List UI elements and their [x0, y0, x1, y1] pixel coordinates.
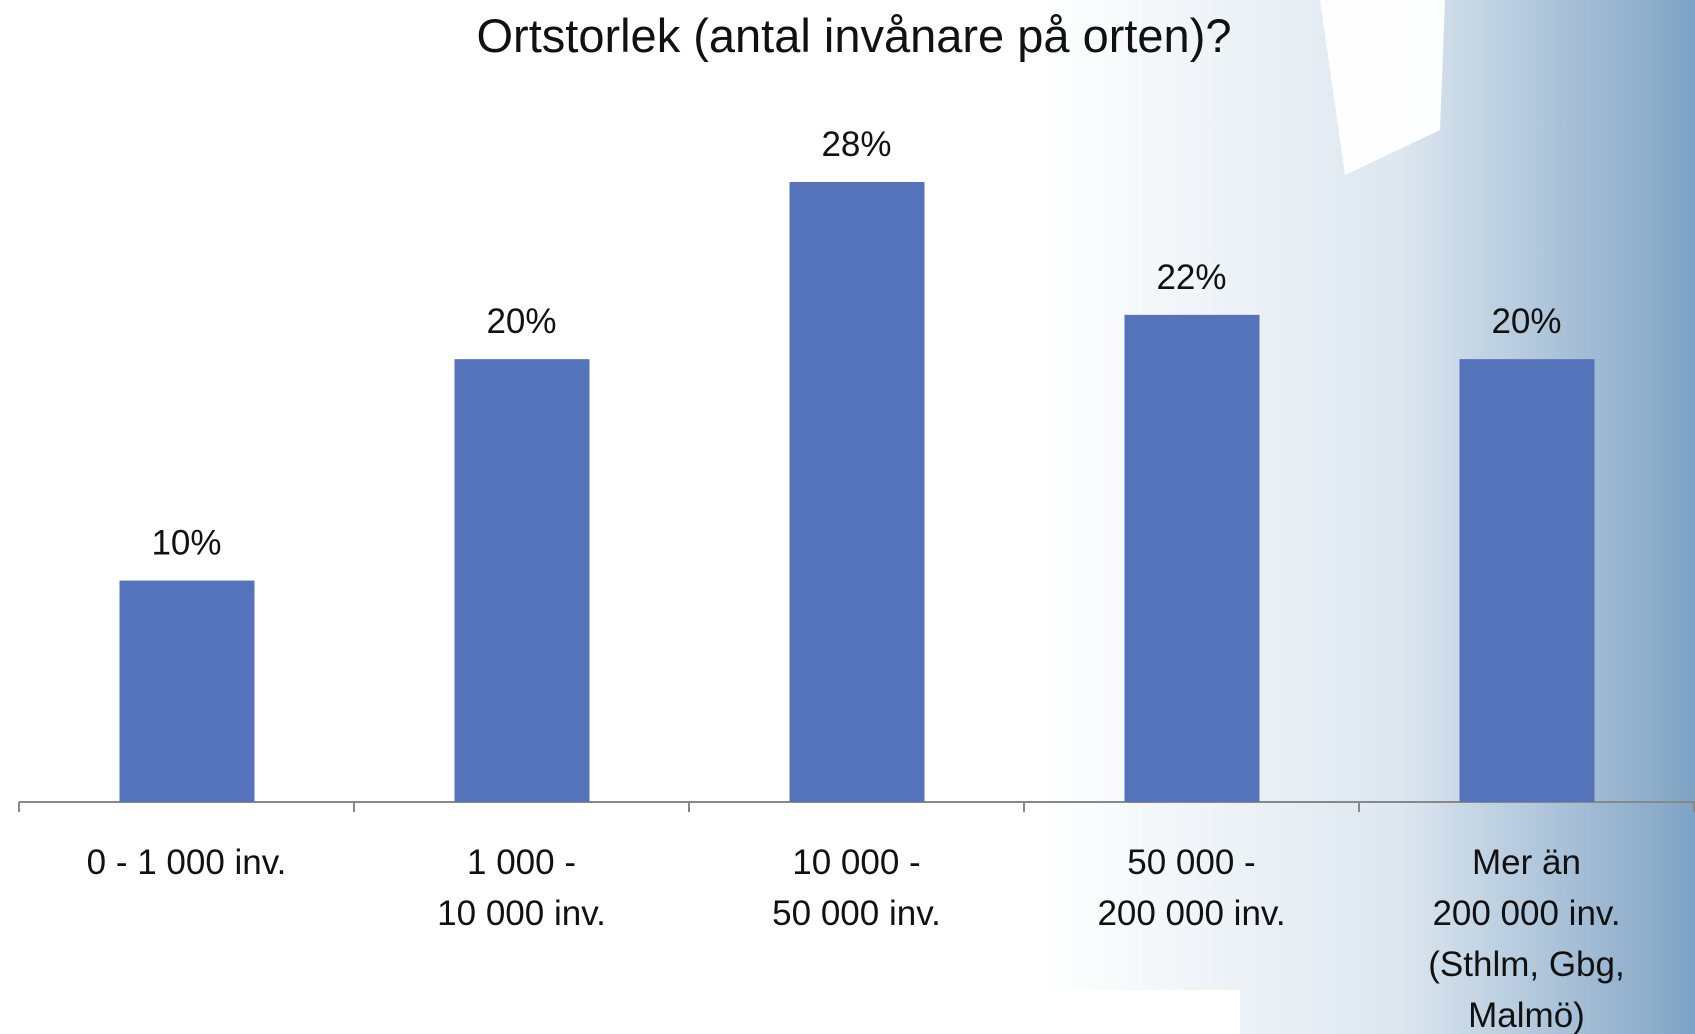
data-label: 20%: [486, 302, 556, 341]
x-tick-label: Mer än 200 000 inv. (Sthlm, Gbg, Malmö): [1428, 843, 1624, 1034]
x-tick-label-line: 50 000 -: [1127, 843, 1255, 882]
x-tick-label-line: 10 000 -: [792, 843, 920, 882]
data-label: 28%: [821, 125, 891, 164]
bar: [454, 359, 590, 802]
bar: [789, 182, 925, 802]
x-tick-label-line: 1 000 -: [467, 843, 576, 882]
x-tick-label-line: 200 000 inv.: [1097, 894, 1285, 933]
data-label: 22%: [1156, 258, 1226, 297]
chart-title: Ortstorlek (antal invånare på orten)?: [477, 9, 1232, 62]
x-tick-label-line: 50 000 inv.: [772, 894, 941, 933]
bar: [119, 580, 255, 802]
x-tick-label-line: (Sthlm, Gbg,: [1428, 945, 1624, 984]
x-tick-label-line: Mer än: [1472, 843, 1581, 882]
x-tick-label: 0 - 1 000 inv.: [87, 843, 287, 882]
data-label: 10%: [151, 524, 221, 563]
x-tick-label: 1 000 - 10 000 inv.: [437, 843, 606, 933]
x-tick-label-line: 0 - 1 000 inv.: [87, 843, 287, 882]
data-label: 20%: [1491, 302, 1561, 341]
x-tick-label: 10 000 - 50 000 inv.: [772, 843, 941, 933]
x-tick-label: 50 000 - 200 000 inv.: [1097, 843, 1285, 933]
background-decoration: [1320, 0, 1445, 175]
bar: [1459, 359, 1595, 802]
x-tick-label-line: 10 000 inv.: [437, 894, 606, 933]
bar: [1124, 314, 1260, 802]
x-tick-label-line: Malmö): [1468, 996, 1585, 1034]
x-tick-label-line: 200 000 inv.: [1432, 894, 1620, 933]
